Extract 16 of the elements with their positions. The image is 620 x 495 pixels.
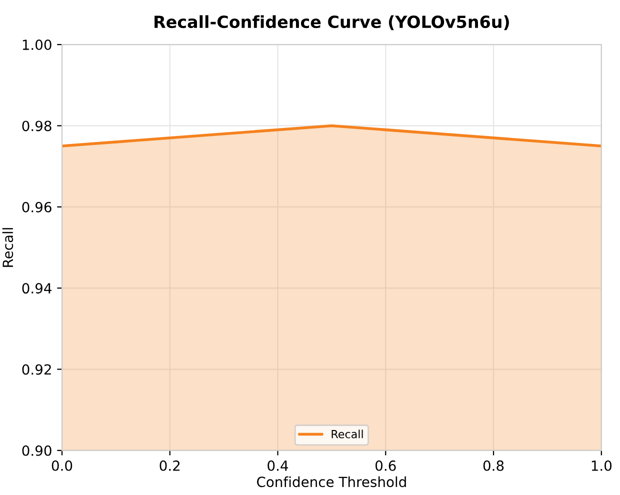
legend-label: Recall [332, 430, 363, 438]
y-tick-label: 1.00 [22, 40, 52, 50]
chart-title: Recall-Confidence Curve (YOLOv5n6u) [154, 15, 509, 30]
x-tick-label: 0.8 [483, 460, 504, 471]
x-axis-title: Confidence Threshold [257, 476, 406, 488]
x-tick-label: 0.0 [52, 460, 72, 471]
y-tick-label: 0.90 [22, 445, 52, 456]
y-tick-label: 0.96 [22, 202, 52, 212]
x-tick-label: 1.0 [592, 460, 612, 471]
x-tick-label: 0.4 [268, 460, 288, 471]
y-tick-label: 0.94 [22, 283, 52, 294]
y-tick-label: 0.98 [22, 120, 52, 132]
x-tick-label: 0.2 [160, 460, 180, 471]
y-tick-label: 0.92 [22, 364, 51, 375]
x-tick-label: 0.6 [376, 460, 396, 471]
y-axis-title: Recall [2, 228, 14, 267]
